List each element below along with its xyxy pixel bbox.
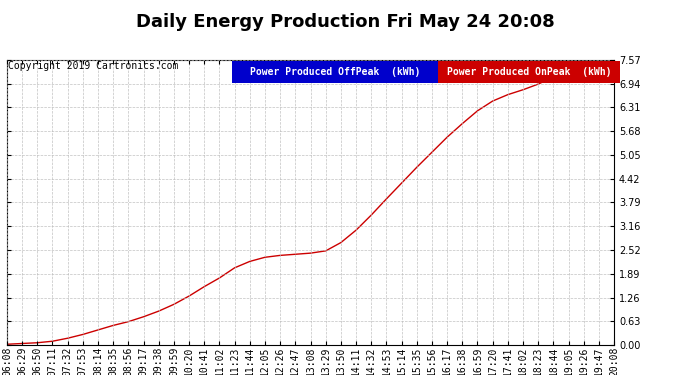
Text: Copyright 2019 Cartronics.com: Copyright 2019 Cartronics.com	[8, 62, 178, 71]
Text: Power Produced OffPeak  (kWh): Power Produced OffPeak (kWh)	[250, 67, 420, 77]
FancyBboxPatch shape	[232, 61, 438, 83]
FancyBboxPatch shape	[438, 61, 620, 83]
Text: Daily Energy Production Fri May 24 20:08: Daily Energy Production Fri May 24 20:08	[136, 13, 554, 31]
Text: Power Produced OnPeak  (kWh): Power Produced OnPeak (kWh)	[447, 67, 611, 77]
